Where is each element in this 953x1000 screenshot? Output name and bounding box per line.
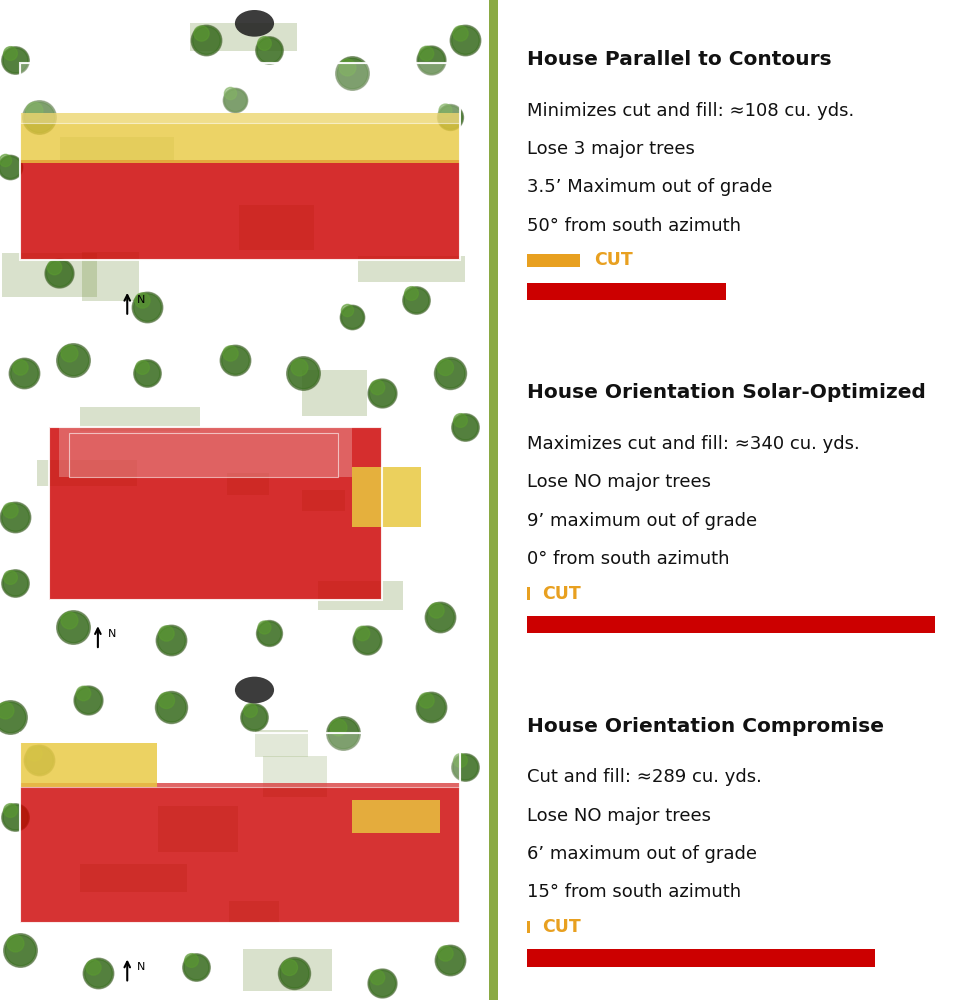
Bar [263, 756, 327, 797]
Polygon shape [49, 427, 381, 600]
Bar [489, 0, 497, 333]
Bar [526, 616, 935, 633]
Text: Lose NO major trees: Lose NO major trees [526, 473, 710, 491]
Bar [20, 783, 459, 923]
Text: 9’ maximum out of grade: 9’ maximum out of grade [526, 512, 756, 530]
Bar [69, 433, 337, 477]
Bar [526, 283, 725, 300]
Circle shape [234, 10, 274, 37]
Bar [239, 205, 314, 250]
Bar [526, 254, 579, 267]
Text: CUT: CUT [594, 251, 632, 269]
Bar [526, 587, 530, 600]
Bar [254, 730, 308, 757]
Bar [20, 63, 459, 123]
Bar [37, 460, 136, 486]
Text: CUT: CUT [541, 918, 580, 936]
Bar [301, 370, 366, 416]
Bar [526, 949, 874, 967]
Bar [229, 901, 278, 922]
Bar [357, 256, 464, 282]
Bar [227, 473, 269, 495]
Bar [489, 667, 497, 1000]
Bar [80, 407, 199, 431]
Text: N: N [137, 295, 145, 305]
Bar [2, 253, 97, 297]
Bar [352, 467, 420, 527]
Text: FILL: FILL [537, 282, 578, 300]
Bar [20, 160, 459, 260]
Bar [20, 113, 459, 163]
Bar [301, 490, 345, 511]
Bar [190, 23, 297, 51]
Text: CUT: CUT [541, 585, 580, 603]
Bar [526, 921, 530, 933]
Text: FILL: FILL [537, 616, 578, 634]
Text: N: N [108, 629, 116, 639]
Bar [60, 137, 173, 161]
Text: Lose NO major trees: Lose NO major trees [526, 807, 710, 825]
Bar [489, 333, 497, 667]
Text: Maximizes cut and fill: ≈340 cu. yds.: Maximizes cut and fill: ≈340 cu. yds. [526, 435, 859, 453]
Bar [243, 949, 332, 991]
Bar [20, 63, 459, 260]
Text: House Orientation Solar-Optimized: House Orientation Solar-Optimized [526, 383, 924, 402]
Text: 0° from south azimuth: 0° from south azimuth [526, 550, 728, 568]
Text: 15° from south azimuth: 15° from south azimuth [526, 883, 740, 901]
Bar [20, 733, 459, 787]
Text: Cut and fill: ≈289 cu. yds.: Cut and fill: ≈289 cu. yds. [526, 768, 760, 786]
Bar [80, 864, 187, 892]
Bar [20, 733, 459, 787]
Text: Lose 3 major trees: Lose 3 major trees [526, 140, 694, 158]
Bar [59, 427, 352, 477]
Circle shape [234, 677, 274, 703]
Text: FILL: FILL [537, 949, 578, 967]
Bar [20, 733, 459, 923]
Bar [352, 800, 440, 833]
Text: 6’ maximum out of grade: 6’ maximum out of grade [526, 845, 756, 863]
Text: House Parallel to Contours: House Parallel to Contours [526, 50, 830, 69]
Text: House Orientation Compromise: House Orientation Compromise [526, 717, 882, 736]
Text: N: N [137, 962, 145, 972]
Bar [82, 252, 139, 301]
Bar [317, 581, 403, 610]
Text: 50° from south azimuth: 50° from south azimuth [526, 217, 740, 235]
Text: 3.5’ Maximum out of grade: 3.5’ Maximum out of grade [526, 178, 771, 196]
Text: Minimizes cut and fill: ≈108 cu. yds.: Minimizes cut and fill: ≈108 cu. yds. [526, 102, 853, 120]
Bar [20, 63, 459, 123]
Bar [20, 743, 156, 787]
Bar [157, 806, 237, 852]
